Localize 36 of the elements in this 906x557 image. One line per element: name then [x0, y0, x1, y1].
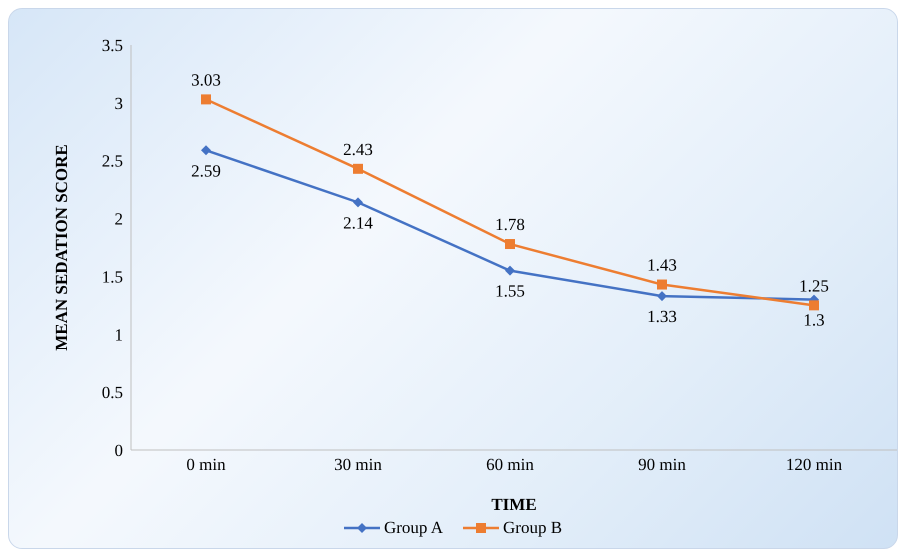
y-tick-label: 2: [114, 210, 123, 229]
x-tick-label: 60 min: [486, 455, 534, 474]
point: [505, 266, 515, 276]
legend-label: Group B: [502, 518, 562, 538]
x-axis-title: TIME: [491, 495, 537, 514]
point: [657, 280, 667, 290]
data-label: 1.43: [647, 256, 677, 275]
point: [809, 300, 819, 310]
x-tick-label: 120 min: [786, 455, 843, 474]
point: [201, 145, 211, 156]
point: [353, 197, 363, 208]
data-label: 3.03: [191, 70, 221, 90]
data-label: 2.14: [343, 213, 374, 232]
data-label: 1.33: [647, 307, 677, 326]
y-tick-label: 2.5: [102, 152, 123, 171]
x-tick-label: 30 min: [334, 455, 382, 474]
point: [657, 291, 667, 302]
data-label: 2.43: [343, 140, 373, 159]
y-tick-label: 3.5: [102, 36, 123, 56]
y-tick-label: 1: [114, 325, 123, 344]
point: [505, 239, 515, 250]
y-tick-label: 1.5: [102, 267, 123, 286]
y-tick-label: 0: [114, 441, 123, 460]
data-label: 1.25: [799, 276, 829, 296]
data-label: 1.55: [495, 282, 525, 301]
x-tick-label: 0 min: [186, 455, 226, 474]
point: [201, 94, 211, 104]
data-label: 1.3: [803, 310, 825, 330]
legend-label: Group A: [382, 518, 443, 538]
x-tick-label: 90 min: [638, 455, 686, 474]
data-label: 2.59: [191, 161, 221, 180]
point: [353, 164, 363, 174]
data-label: 1.78: [495, 215, 525, 234]
y-axis-title: MEAN SEDATION SCORE: [52, 144, 72, 351]
y-tick-label: 3: [114, 94, 123, 113]
y-tick-label: 0.5: [102, 383, 123, 402]
